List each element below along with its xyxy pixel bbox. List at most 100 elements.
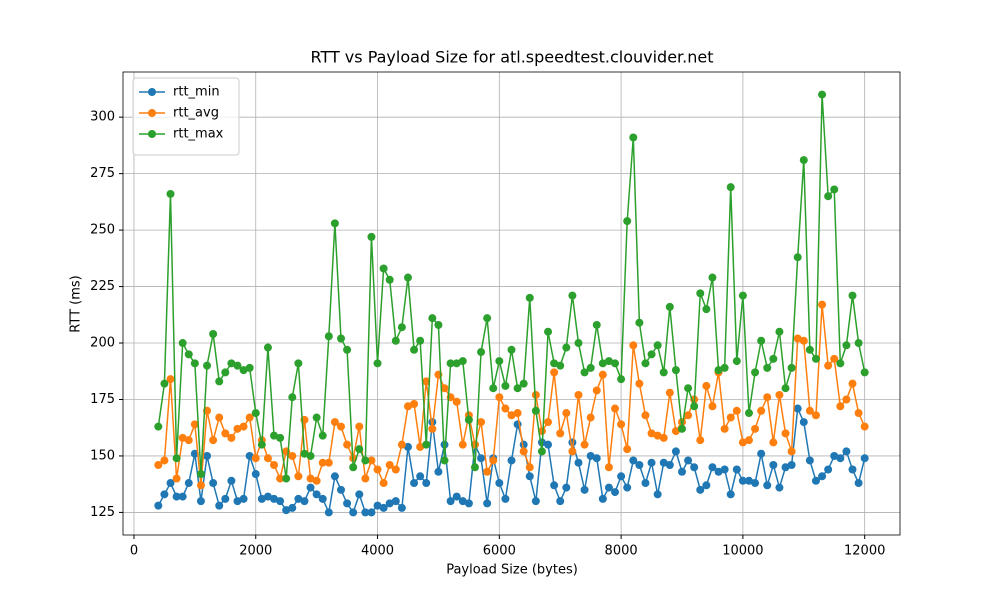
data-point: [190, 420, 199, 429]
data-point: [781, 429, 790, 438]
data-point: [410, 400, 419, 409]
data-point: [714, 467, 723, 476]
data-point: [355, 445, 364, 454]
data-point: [312, 413, 321, 422]
data-point: [604, 483, 613, 492]
data-point: [227, 359, 236, 368]
data-point: [818, 90, 827, 99]
data-point: [294, 494, 303, 503]
data-point: [744, 409, 753, 418]
data-point: [196, 481, 205, 490]
data-point: [477, 454, 486, 463]
data-point: [653, 490, 662, 499]
data-point: [416, 442, 425, 451]
y-tick-label: 275: [90, 166, 115, 181]
data-point: [501, 494, 510, 503]
data-point: [592, 386, 601, 395]
data-point: [251, 470, 260, 479]
data-point: [495, 393, 504, 402]
data-point: [172, 474, 181, 483]
data-point: [623, 483, 632, 492]
data-point: [306, 451, 315, 460]
data-point: [550, 368, 559, 377]
data-point: [793, 334, 802, 343]
data-point: [842, 447, 851, 456]
data-point: [519, 447, 528, 456]
data-point: [233, 424, 242, 433]
data-point: [696, 436, 705, 445]
data-point: [690, 402, 699, 411]
data-point: [215, 501, 224, 510]
data-point: [580, 440, 589, 449]
data-point: [860, 422, 869, 431]
data-point: [836, 454, 845, 463]
data-point: [647, 350, 656, 359]
data-point: [696, 485, 705, 494]
data-point: [531, 390, 540, 399]
data-point: [428, 314, 437, 323]
data-point: [726, 413, 735, 422]
data-point: [793, 404, 802, 413]
data-point: [617, 420, 626, 429]
data-point: [818, 472, 827, 481]
data-point: [245, 451, 254, 460]
data-point: [860, 454, 869, 463]
series: [154, 404, 869, 517]
data-point: [483, 467, 492, 476]
data-point: [775, 390, 784, 399]
data-point: [860, 368, 869, 377]
data-point: [744, 476, 753, 485]
data-point: [458, 440, 467, 449]
data-point: [811, 354, 820, 363]
data-point: [245, 413, 254, 422]
data-point: [513, 384, 522, 393]
data-point: [708, 402, 717, 411]
data-point: [239, 366, 248, 375]
data-point: [592, 320, 601, 329]
data-point: [154, 460, 163, 469]
data-point: [428, 424, 437, 433]
data-point: [209, 436, 218, 445]
y-tick-label: 225: [90, 279, 115, 294]
data-point: [324, 508, 333, 517]
data-point: [598, 370, 607, 379]
data-point: [769, 438, 778, 447]
data-point: [531, 406, 540, 415]
data-point: [336, 485, 345, 494]
data-point: [544, 440, 553, 449]
data-point: [562, 483, 571, 492]
data-point: [306, 474, 315, 483]
data-point: [598, 359, 607, 368]
data-point: [209, 479, 218, 488]
data-point: [263, 492, 272, 501]
data-point: [245, 363, 254, 372]
data-point: [330, 418, 339, 427]
data-point: [757, 406, 766, 415]
data-point: [556, 497, 565, 506]
data-point: [166, 479, 175, 488]
data-point: [574, 458, 583, 467]
y-axis-label: RTT (ms): [69, 275, 84, 332]
data-point: [477, 348, 486, 357]
data-point: [422, 479, 431, 488]
chart-title: RTT vs Payload Size for atl.speedtest.cl…: [311, 48, 714, 67]
data-point: [769, 460, 778, 469]
data-point: [227, 476, 236, 485]
data-point: [665, 388, 674, 397]
data-point: [665, 460, 674, 469]
data-point: [811, 411, 820, 420]
data-point: [282, 474, 291, 483]
data-point: [507, 456, 516, 465]
data-point: [501, 404, 510, 413]
data-point: [787, 460, 796, 469]
data-point: [738, 291, 747, 300]
y-tick-label: 125: [90, 505, 115, 520]
data-point: [403, 402, 412, 411]
y-tick-label: 300: [90, 110, 115, 125]
data-point: [854, 339, 863, 348]
data-point: [635, 379, 644, 388]
data-point: [489, 456, 498, 465]
data-point: [647, 458, 656, 467]
data-point: [787, 363, 796, 372]
